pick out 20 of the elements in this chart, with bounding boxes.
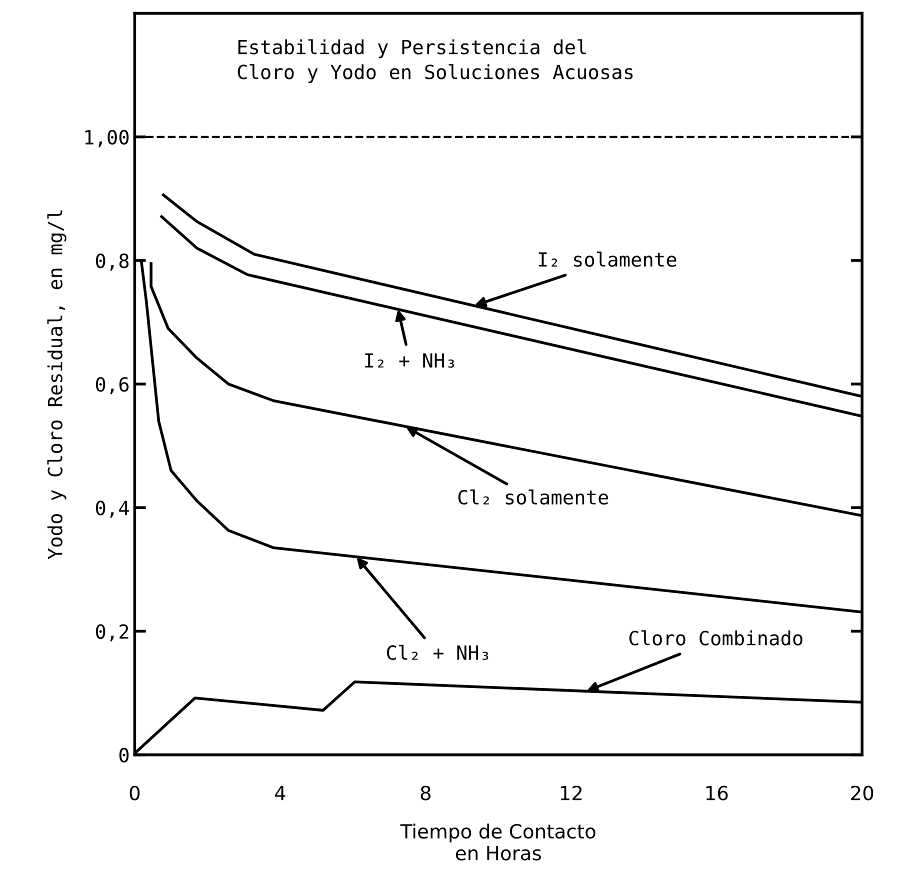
- text: Estabilidad y Persistencia del Cloro y Yodo en Soluciones Acuosas: [238, 39, 633, 84]
- x-tick-label: 8: [420, 786, 431, 800]
- x-tick-label: 20: [851, 786, 874, 800]
- x-tick-label: 4: [274, 786, 286, 800]
- y-axis-title: Yodo y Cloro Residual, en mg/l: [47, 210, 66, 560]
- y-tick-label: 0,8: [96, 253, 129, 271]
- y-tick-label: 0,4: [96, 500, 129, 518]
- x-tick-label: 12: [560, 786, 582, 800]
- annotation: Cl₂ solamente: [458, 489, 608, 505]
- annotation: I₂ solamente: [538, 252, 676, 267]
- annotation: I₂ + NH₃: [365, 353, 454, 368]
- y-tick-label: 0,6: [96, 377, 129, 394]
- annotation: Cloro Combinado: [629, 630, 802, 646]
- annotation: Cl₂ + NH₃: [387, 644, 488, 660]
- x-tick-label: 16: [706, 786, 728, 800]
- y-tick-label: 0: [119, 748, 129, 763]
- x-tick-label: 0: [130, 786, 140, 800]
- y-tick-label: 0,2: [96, 624, 128, 642]
- x-axis-title: Tiempo de Contacto en Horas: [400, 824, 596, 860]
- y-tick-label: 1,00: [85, 130, 129, 148]
